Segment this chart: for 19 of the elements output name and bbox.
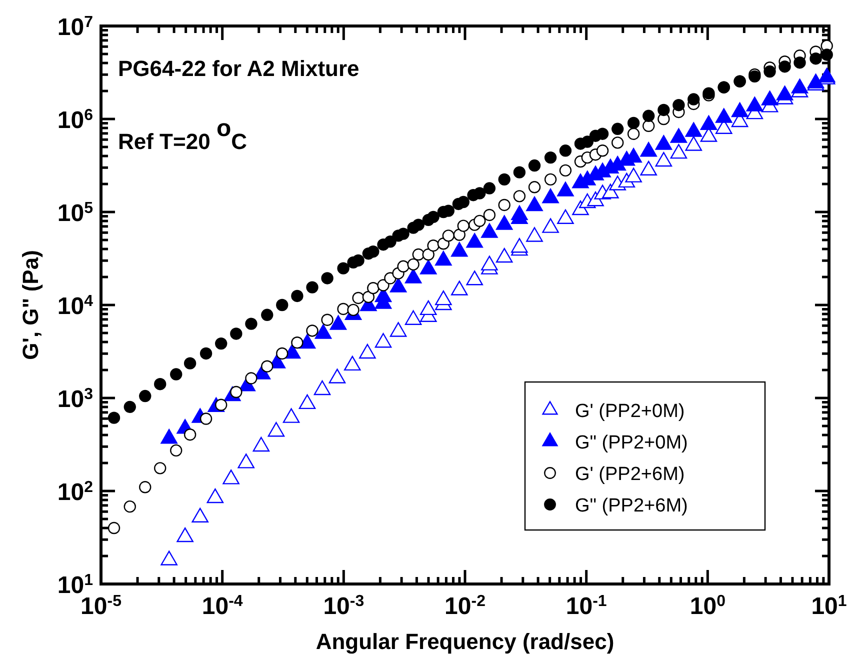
- x-tick-label: 10$^{0}$: [690, 592, 726, 620]
- y-tick-label: 10$^{5}$: [57, 200, 94, 227]
- annotation: PG64-22 for A2 Mixture: [118, 56, 360, 81]
- legend-label: G' (PP2+6M): [575, 464, 685, 485]
- x-tick-label: 10$^{1}$: [811, 592, 847, 620]
- y-tick-label: 10$^{2}$: [57, 478, 94, 506]
- y-tick-label: 10$^{6}$: [57, 106, 94, 134]
- legend-label: G" (PP2+6M): [575, 496, 688, 516]
- legend-label: G" (PP2+0M): [575, 432, 688, 454]
- y-tick-label: 10$^{7}$: [57, 14, 94, 41]
- x-tick-label: 10$^{-3}$: [323, 592, 364, 620]
- legend-label: G' (PP2+0M): [575, 401, 685, 422]
- x-tick-label: 10$^{-1}$: [566, 592, 607, 620]
- y-axis-title: G', G" (Pa): [18, 250, 43, 360]
- x-axis-title: Angular Frequency (rad/sec): [316, 629, 614, 654]
- x-tick-label: 10$^{-4}$: [202, 592, 243, 620]
- x-tick-label: 10$^{-2}$: [444, 592, 486, 620]
- y-tick-label: 10$^{4}$: [57, 292, 94, 320]
- y-tick-label: 10$^{3}$: [57, 386, 94, 413]
